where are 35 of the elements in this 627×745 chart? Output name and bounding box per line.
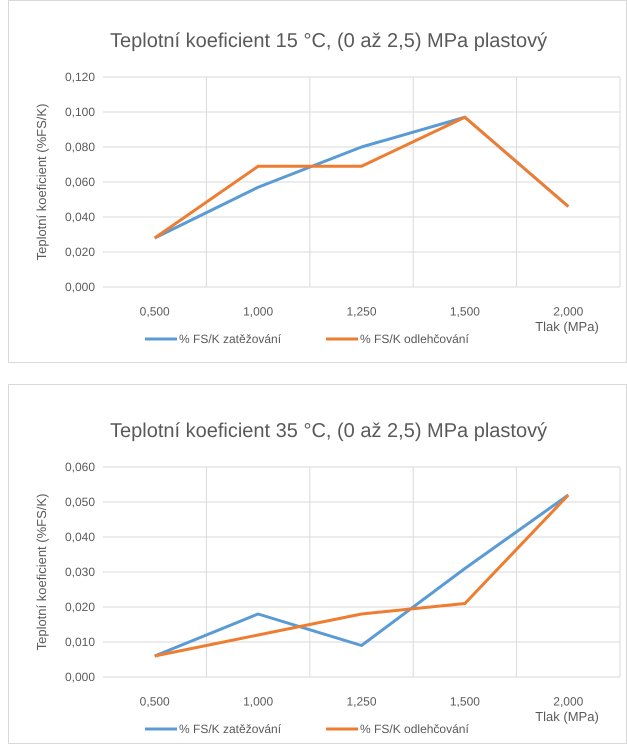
chart-title: Teplotní koeficient 15 °C, (0 až 2,5) MPa plastový xyxy=(110,30,548,52)
y-tick-label: 0,000 xyxy=(64,670,96,684)
x-axis-title: Tlak (MPa) xyxy=(535,319,599,334)
y-tick-label: 0,040 xyxy=(64,210,96,224)
x-tick-label: 1,000 xyxy=(243,304,274,319)
chart-title: Teplotní koeficient 35 °C, (0 až 2,5) MPa plastový xyxy=(110,420,548,442)
y-axis-title: Teplotní koeficient (%FS/K) xyxy=(34,104,49,260)
y-axis-title: Teplotní koeficient (%FS/K) xyxy=(34,494,49,650)
x-tick-label: 1,500 xyxy=(450,304,480,319)
line-series xyxy=(153,494,570,658)
x-tick-label: 1,500 xyxy=(450,694,480,709)
y-tick-label: 0,060 xyxy=(64,174,96,189)
legend-label: % FS/K odlehčování xyxy=(360,722,470,736)
y-tick-label: 0,010 xyxy=(64,634,96,649)
y-tick-label: 0,060 xyxy=(64,460,96,474)
y-tick-label: 0,120 xyxy=(64,70,96,84)
x-tick-label: 1,250 xyxy=(346,304,377,319)
legend-label: % FS/K zatěžování xyxy=(179,332,282,346)
y-tick-label: 0,020 xyxy=(64,600,96,614)
x-tick-label: 0,500 xyxy=(140,694,170,709)
y-tick-label: 0,100 xyxy=(64,104,96,119)
x-tick-label: 1,250 xyxy=(346,694,377,709)
legend-label: % FS/K odlehčování xyxy=(360,332,470,346)
legend-label: % FS/K zatěžování xyxy=(179,722,282,736)
x-tick-label: 2,000 xyxy=(553,694,584,709)
x-tick-label: 2,000 xyxy=(553,304,584,319)
x-tick-label: 0,500 xyxy=(140,304,170,319)
y-tick-label: 0,040 xyxy=(64,530,96,544)
y-tick-label: 0,020 xyxy=(64,244,96,259)
x-axis-title: Tlak (MPa) xyxy=(535,709,599,724)
y-tick-label: 0,030 xyxy=(64,564,96,579)
y-tick-label: 0,000 xyxy=(64,280,96,294)
y-tick-label: 0,050 xyxy=(64,494,96,509)
x-tick-label: 1,000 xyxy=(243,694,274,709)
y-tick-label: 0,080 xyxy=(64,140,96,154)
